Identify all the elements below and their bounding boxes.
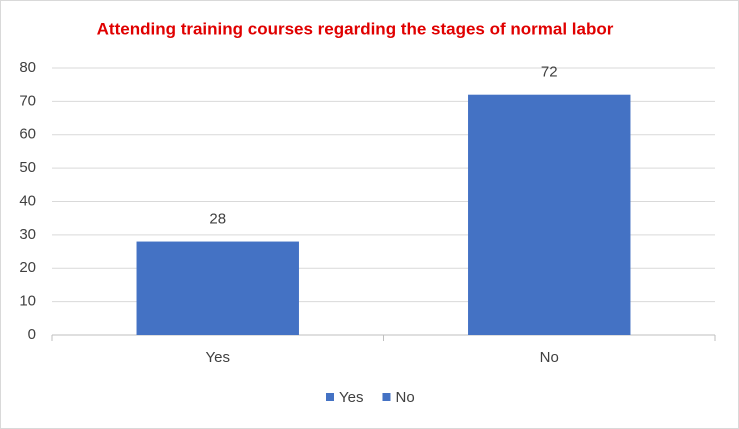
chart-title: Attending training courses regarding the… bbox=[97, 19, 614, 38]
y-tick-label: 0 bbox=[28, 326, 36, 343]
y-tick-label: 20 bbox=[19, 259, 36, 276]
legend-swatch bbox=[326, 393, 334, 401]
legend-swatch bbox=[382, 393, 391, 401]
y-tick-label: 80 bbox=[19, 59, 36, 76]
y-tick-label: 10 bbox=[19, 293, 36, 310]
bar bbox=[136, 241, 299, 335]
data-label: 72 bbox=[541, 64, 558, 81]
y-tick-label: 40 bbox=[19, 192, 36, 209]
bar bbox=[468, 94, 631, 335]
y-tick-label: 60 bbox=[19, 126, 36, 143]
legend-label: No bbox=[395, 389, 414, 406]
y-tick-label: 30 bbox=[19, 226, 36, 243]
data-label: 28 bbox=[209, 211, 226, 228]
y-tick-label: 70 bbox=[19, 92, 36, 109]
x-tick-label: No bbox=[540, 349, 559, 366]
legend-label: Yes bbox=[339, 389, 363, 406]
x-tick-label: Yes bbox=[206, 349, 230, 366]
y-tick-label: 50 bbox=[19, 159, 36, 176]
